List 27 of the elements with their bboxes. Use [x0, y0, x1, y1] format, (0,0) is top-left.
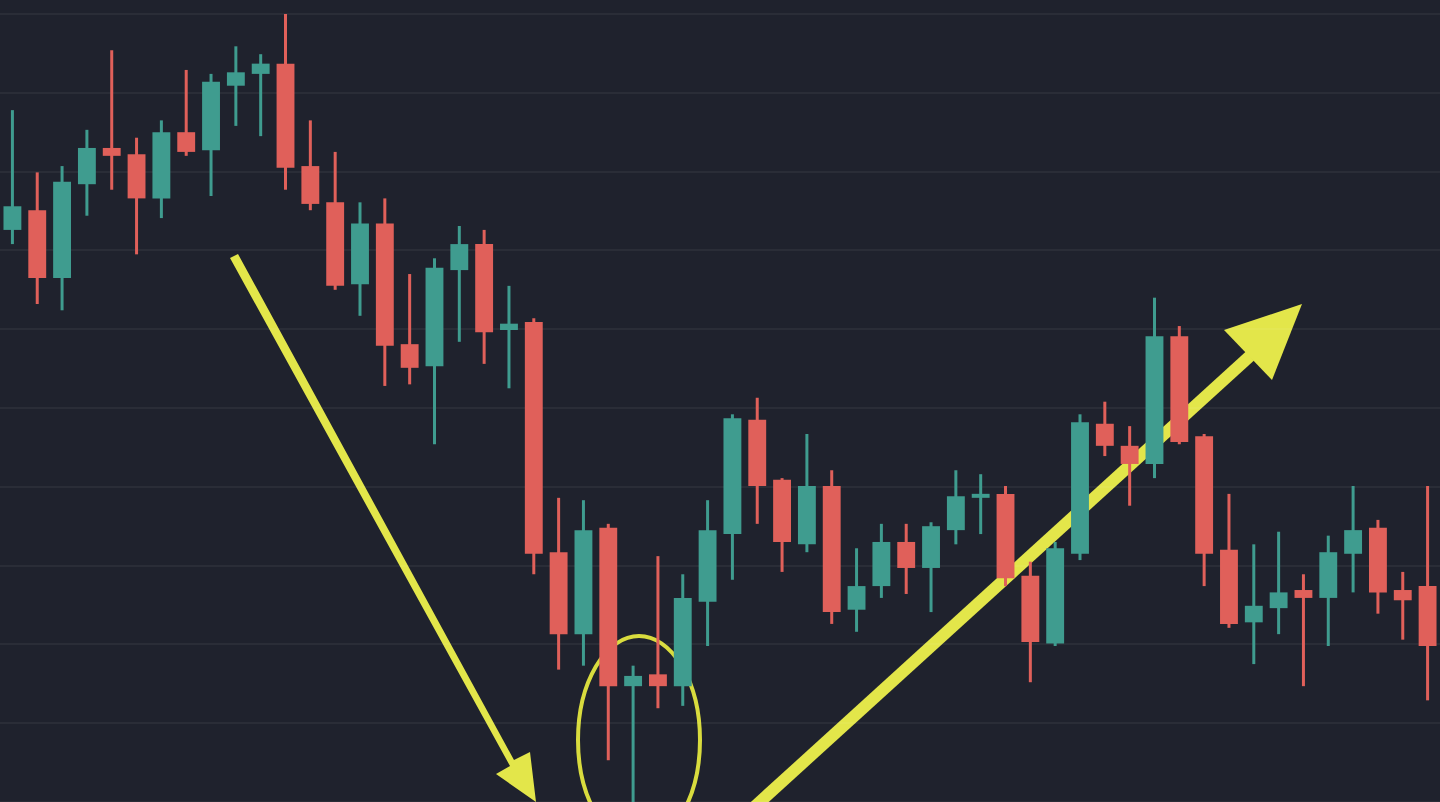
candlestick	[77, 128, 96, 218]
candlestick	[1344, 484, 1363, 594]
candlestick	[3, 108, 22, 246]
candlestick	[872, 522, 891, 600]
candlestick	[226, 44, 245, 128]
candlestick	[1244, 542, 1263, 666]
candlestick	[648, 554, 667, 710]
candlestick	[1294, 572, 1313, 688]
candlestick	[897, 522, 916, 596]
candlestick	[946, 468, 965, 546]
candlestick	[251, 52, 270, 138]
candlestick	[1393, 570, 1412, 642]
candlestick	[1269, 530, 1288, 636]
candlestick	[1120, 424, 1139, 508]
candlestick	[847, 546, 866, 634]
candlestick	[102, 48, 121, 192]
candlestick	[971, 472, 990, 536]
candlestick	[1095, 400, 1114, 458]
candlestick	[177, 68, 196, 158]
candlestick	[301, 118, 320, 212]
candlestick	[500, 284, 518, 390]
candlestick	[127, 136, 146, 256]
candlestick	[624, 664, 643, 802]
candlestick	[922, 520, 940, 614]
candlestick	[1319, 534, 1338, 648]
candlestick	[400, 272, 419, 386]
candlestick	[450, 224, 469, 344]
